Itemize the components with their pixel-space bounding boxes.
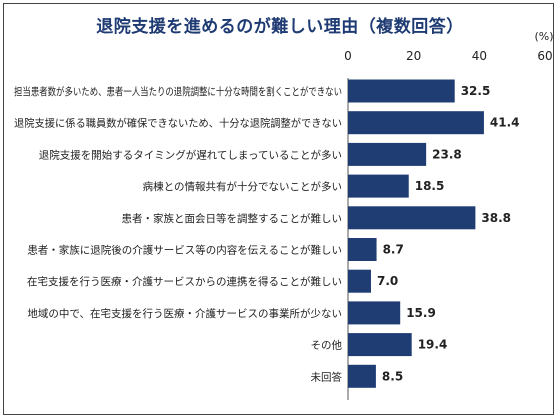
category-label: 患者・家族と面会日等を調整することが難しい <box>122 212 343 225</box>
chart-title: 退院支援を進めるのが難しい理由（複数回答） <box>96 17 464 37</box>
category-label: 未回答 <box>311 370 343 383</box>
bar <box>348 238 377 261</box>
value-label: 8.5 <box>382 369 403 383</box>
category-label: 病棟との情報共有が十分でないことが多い <box>143 180 342 193</box>
category-label: 患者・家族に退院後の介護サービス等の内容を伝えることが難しい <box>27 244 342 257</box>
category-label: 担当患者数が多いため、患者一人当たりの退院調整に十分な時間を割くことができない <box>14 85 342 98</box>
category-label: その他 <box>311 339 343 352</box>
value-label: 41.4 <box>490 116 520 130</box>
bar <box>348 79 455 103</box>
bar <box>348 301 401 325</box>
value-label: 7.0 <box>377 274 398 288</box>
value-label: 8.7 <box>383 243 404 257</box>
bar <box>348 333 412 357</box>
x-tick-label: 20 <box>406 49 421 63</box>
x-tick-label: 0 <box>344 49 352 63</box>
category-label: 退院支援を開始するタイミングが遅れてしまっていることが多い <box>39 148 342 161</box>
bar <box>348 111 484 135</box>
bar <box>348 364 376 388</box>
value-label: 32.5 <box>461 84 491 98</box>
bar <box>348 174 409 198</box>
value-label: 18.5 <box>415 179 445 193</box>
x-tick-label: 40 <box>472 49 487 63</box>
bar <box>348 206 476 230</box>
unit-label: (%) <box>534 30 553 43</box>
bar <box>348 142 427 166</box>
category-label: 在宅支援を行う医療・介護サービスからの連携を得ることが難しい <box>27 275 342 288</box>
value-label: 19.4 <box>418 338 448 352</box>
value-label: 38.8 <box>481 211 511 225</box>
value-label: 23.8 <box>432 147 462 161</box>
bar <box>348 269 371 293</box>
category-label: 退院支援に係る職員数が確保できないため、十分な退院調整ができない <box>14 117 342 130</box>
x-tick-label: 60 <box>537 49 552 63</box>
value-label: 15.9 <box>406 306 436 320</box>
category-label: 地域の中で、在宅支援を行う医療・介護サービスの事業所が少ない <box>27 307 342 320</box>
